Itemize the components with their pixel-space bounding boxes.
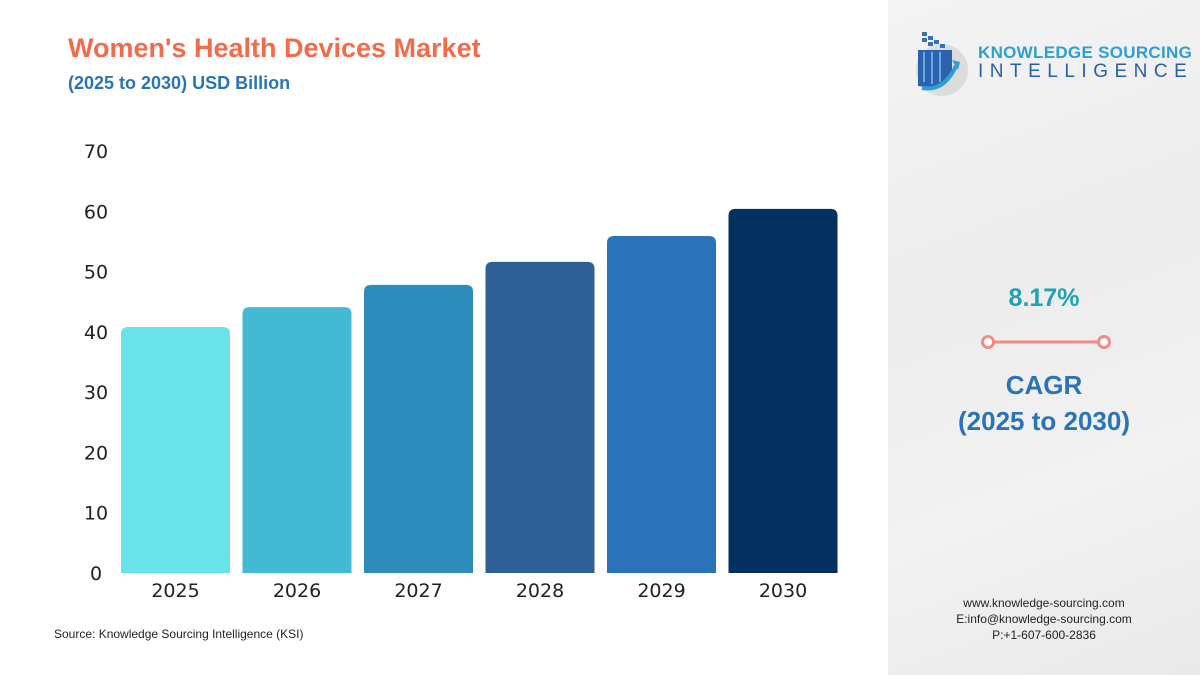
source-note: Source: Knowledge Sourcing Intelligence … (54, 627, 304, 641)
y-tick-label: 40 (84, 322, 108, 344)
x-tick-label: 2027 (394, 580, 442, 602)
ksi-logo-icon (916, 32, 968, 96)
x-tick-label: 2026 (273, 580, 321, 602)
y-tick-label: 0 (90, 563, 102, 585)
x-tick-label: 2029 (637, 580, 685, 602)
y-tick-label: 30 (84, 382, 108, 404)
contact-email[interactable]: E:info@knowledge-sourcing.com (956, 612, 1132, 627)
bar-2030 (728, 208, 838, 574)
cagr-connector-icon (981, 335, 1111, 349)
cagr-label: CAGR (1005, 370, 1083, 400)
bar-2027 (364, 284, 473, 573)
ksi-logo: KNOWLEDGE SOURCING INTELLIGENCE (912, 28, 1193, 98)
bar-2029 (607, 236, 716, 573)
contact-web[interactable]: www.knowledge-sourcing.com (963, 596, 1125, 610)
chart-subtitle: (2025 to 2030) USD Billion (68, 73, 291, 93)
y-tick-label: 70 (84, 141, 108, 163)
x-tick-label: 2028 (516, 580, 564, 602)
cagr-value: 8.17% (1008, 284, 1080, 312)
contact-phone: P:+1-607-600-2836 (992, 628, 1096, 643)
cagr-period: (2025 to 2030) (958, 406, 1130, 437)
y-tick-label: 50 (84, 262, 108, 284)
logo-line1: KNOWLEDGE SOURCING (978, 43, 1193, 63)
y-tick-label: 20 (84, 442, 108, 464)
side-panel: KNOWLEDGE SOURCING INTELLIGENCE 8.17% CA… (888, 0, 1200, 675)
x-tick-label: 2030 (759, 580, 807, 602)
logo-line2: INTELLIGENCE (978, 60, 1194, 82)
y-tick-label: 60 (84, 201, 108, 223)
chart-title: Women's Health Devices Market (68, 33, 481, 63)
contact-info: www.knowledge-sourcing.com E:info@knowle… (888, 595, 1200, 644)
bar-2028 (485, 261, 595, 573)
bar-2026 (242, 307, 352, 573)
x-tick-label: 2025 (151, 580, 199, 602)
bar-2025 (121, 327, 230, 573)
y-tick-label: 10 (84, 503, 108, 525)
